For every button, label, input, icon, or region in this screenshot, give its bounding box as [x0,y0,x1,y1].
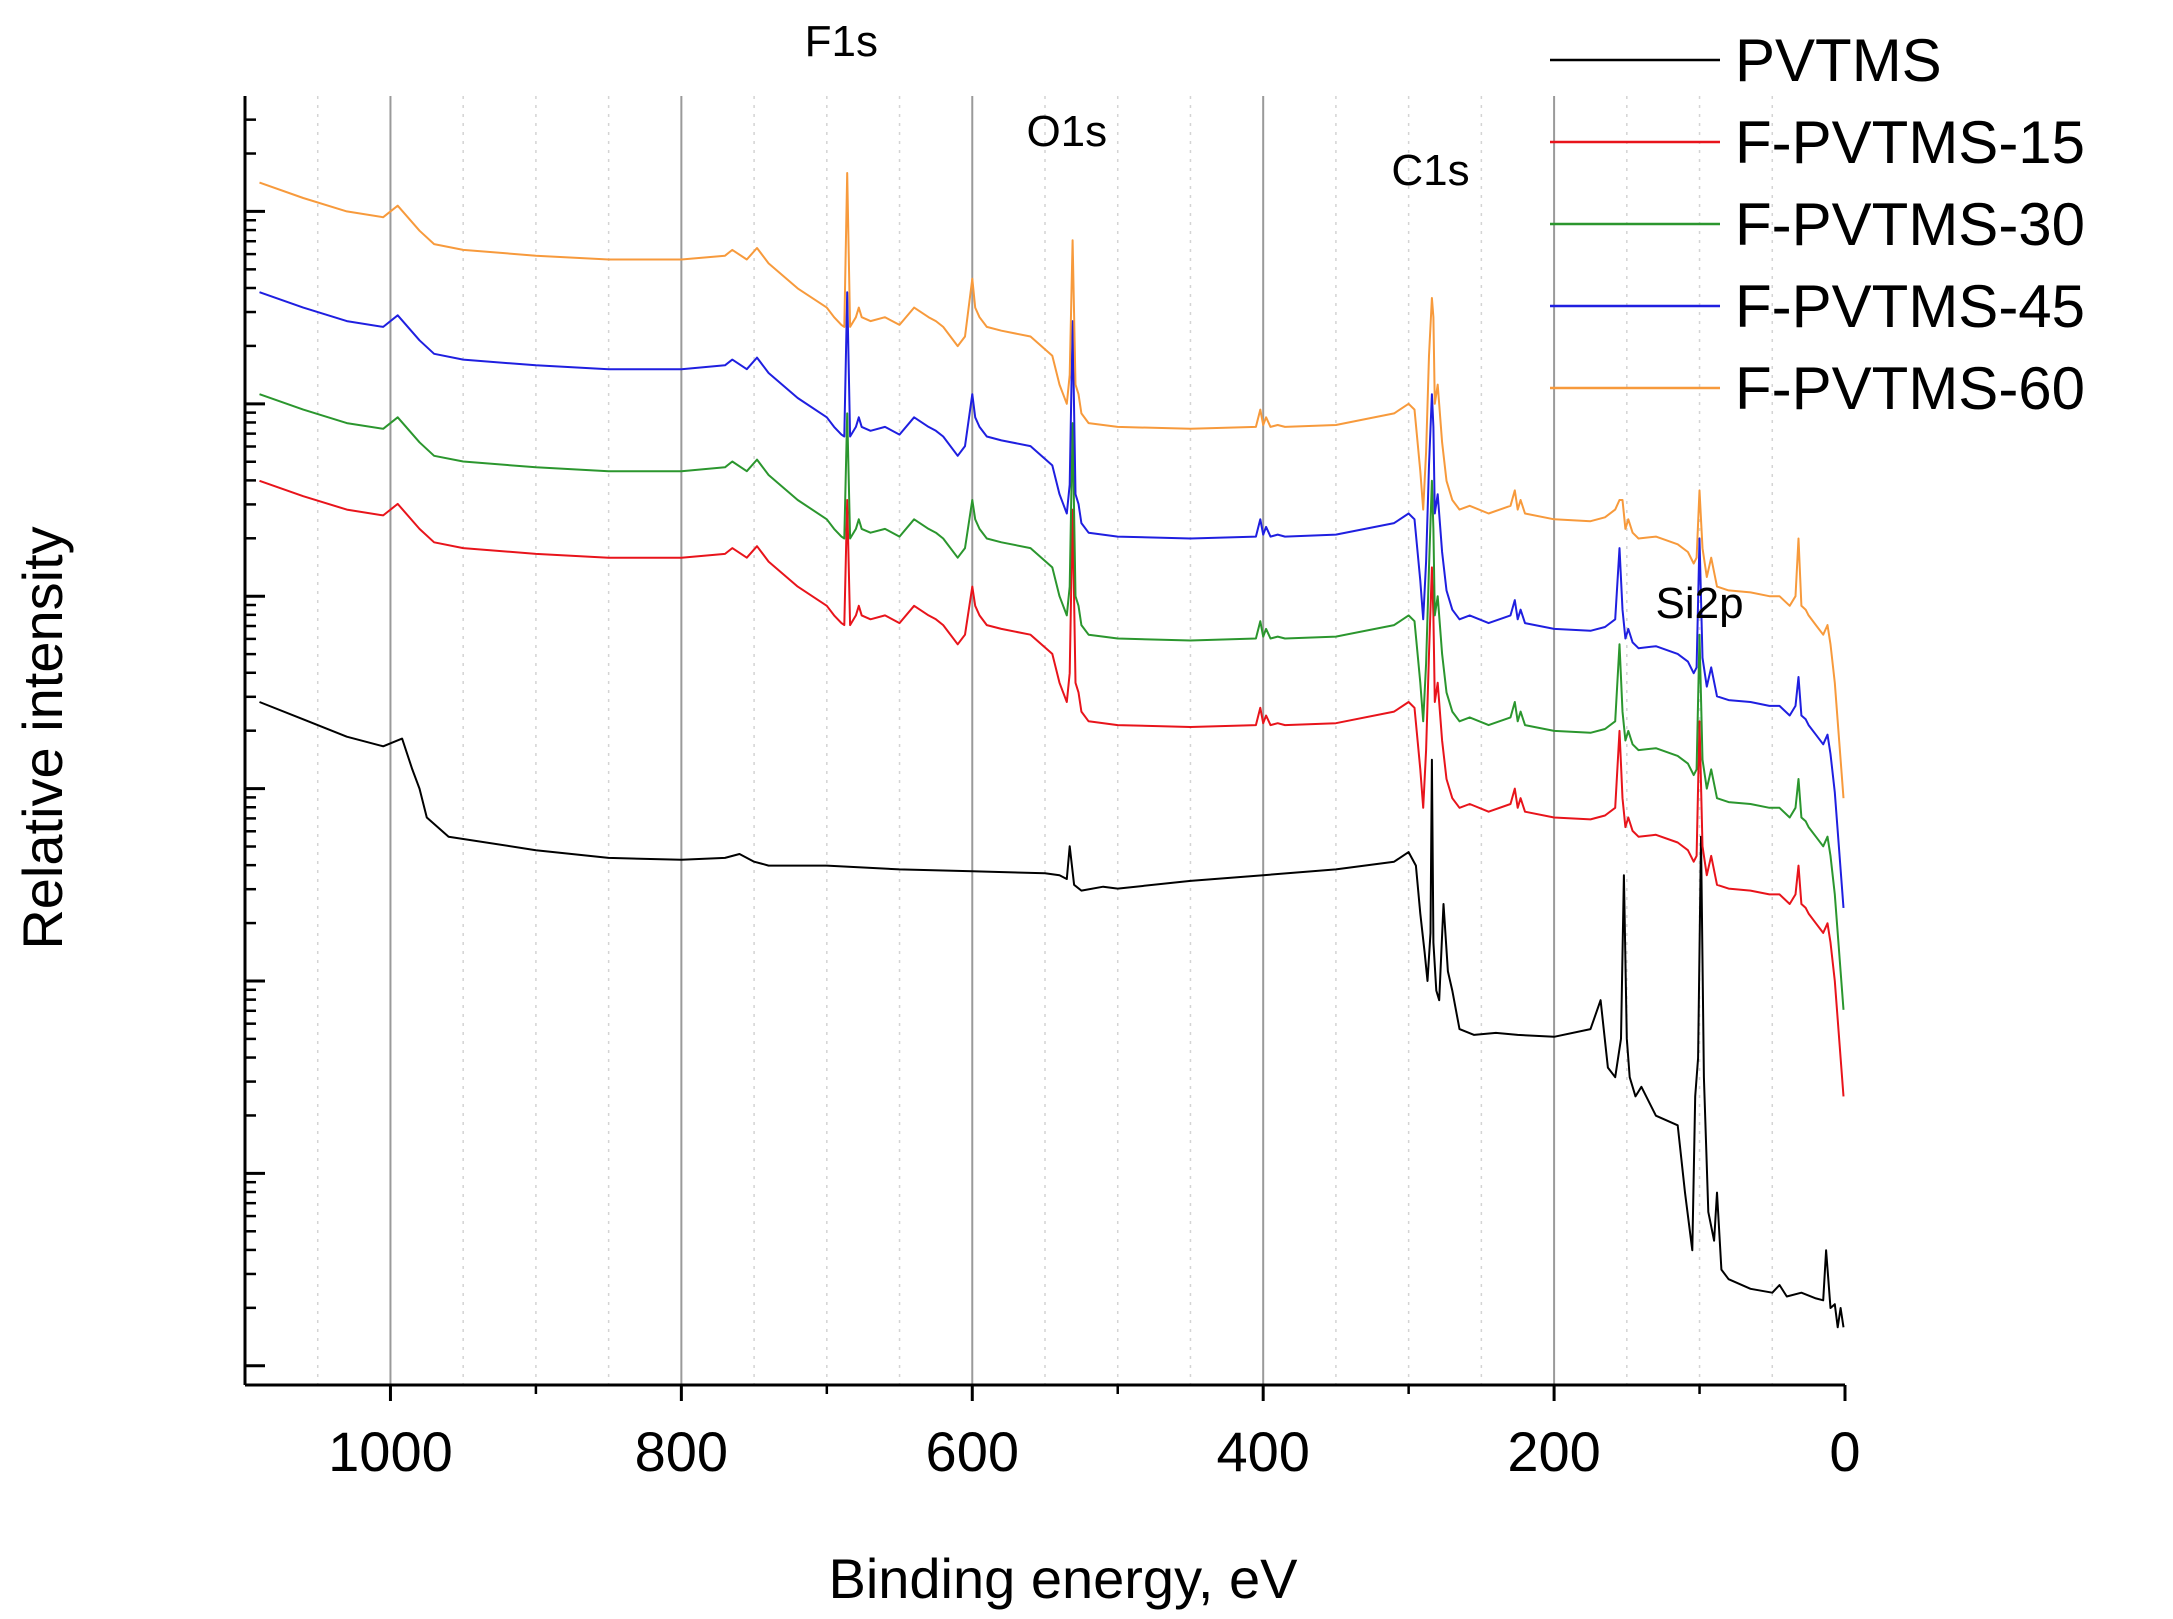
peak-label-o1s: O1s [1026,107,1107,156]
peak-label-c1s: C1s [1391,146,1469,195]
x-tick-label: 0 [1829,1420,1860,1483]
series-layer [259,172,1845,1329]
major-gridlines [389,96,1556,1385]
series-line-f-pvtms-45 [259,291,1845,908]
series-line-f-pvtms-60 [259,172,1845,799]
peak-annotations: F1s O1s C1s Si2p [805,17,1744,628]
series-line-f-pvtms-15 [259,479,1845,1097]
legend-label: PVTMS [1735,27,1942,94]
x-tick-label: 1000 [328,1420,453,1483]
series-line-pvtms [259,701,1845,1329]
x-axis-title: Binding energy, eV [828,1547,1298,1610]
peak-label-si2p: Si2p [1656,579,1744,628]
legend-label: F-PVTMS-60 [1735,355,2085,422]
x-tick-label: 400 [1216,1420,1309,1483]
axes [243,96,1847,1401]
legend-label: F-PVTMS-30 [1735,191,2085,258]
legend: PVTMS F-PVTMS-15 F-PVTMS-30 F-PVTMS-45 F-PVT… [1550,27,2085,422]
x-tick-labels: 1000 800 600 400 200 0 [328,1420,1860,1483]
x-tick-label: 600 [926,1420,1019,1483]
legend-label: F-PVTMS-15 [1735,109,2085,176]
y-axis-title: Relative intensity [11,526,74,949]
x-tick-label: 800 [635,1420,728,1483]
peak-label-f1s: F1s [805,17,878,66]
x-tick-label: 200 [1507,1420,1600,1483]
series-line-f-pvtms-30 [259,393,1845,1010]
legend-label: F-PVTMS-45 [1735,273,2085,340]
